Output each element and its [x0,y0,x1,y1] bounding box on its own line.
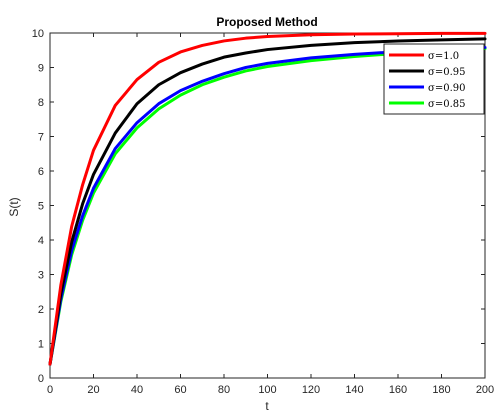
x-tick-label: 100 [258,384,276,396]
legend: σ=1.0 σ=0.95 σ=0.90 σ=0.85 [383,43,485,115]
x-tick-label: 20 [87,384,99,396]
chart-title: Proposed Method [216,15,317,29]
y-tick-label: 7 [38,132,44,144]
y-tick-label: 6 [38,166,44,178]
x-tick-label: 80 [218,384,230,396]
series-line [48,45,487,366]
x-tick-label: 40 [131,384,143,396]
legend-entry: σ=0.90 [428,83,465,94]
series-line [48,37,487,366]
y-tick-label: 3 [38,270,44,282]
x-axis-label: t [265,399,269,413]
x-tick-label: 180 [432,384,450,396]
y-tick-label: 5 [38,201,44,213]
x-axis: 0 20 40 60 80 100 120 140 160 180 200 [47,33,494,396]
x-tick-label: 0 [47,384,53,396]
y-tick-label: 10 [32,28,44,40]
y-axis-label: S(t) [7,197,21,216]
legend-entry: σ=1.0 [428,51,459,62]
x-tick-label: 200 [476,384,494,396]
legend-entry: σ=0.95 [428,67,465,78]
y-axis: 0 1 2 3 4 5 6 7 8 9 10 [32,28,485,385]
x-tick-label: 60 [174,384,186,396]
y-tick-label: 0 [38,373,44,385]
x-tick-label: 120 [302,384,320,396]
legend-entry: σ=0.85 [428,99,465,110]
series-line [48,31,487,366]
y-tick-label: 8 [38,97,44,109]
y-tick-label: 2 [38,304,44,316]
y-tick-label: 9 [38,63,44,75]
x-tick-label: 140 [345,384,363,396]
y-tick-label: 4 [38,235,44,247]
y-tick-label: 1 [38,339,44,351]
series-layer [48,31,487,366]
x-tick-label: 160 [389,384,407,396]
